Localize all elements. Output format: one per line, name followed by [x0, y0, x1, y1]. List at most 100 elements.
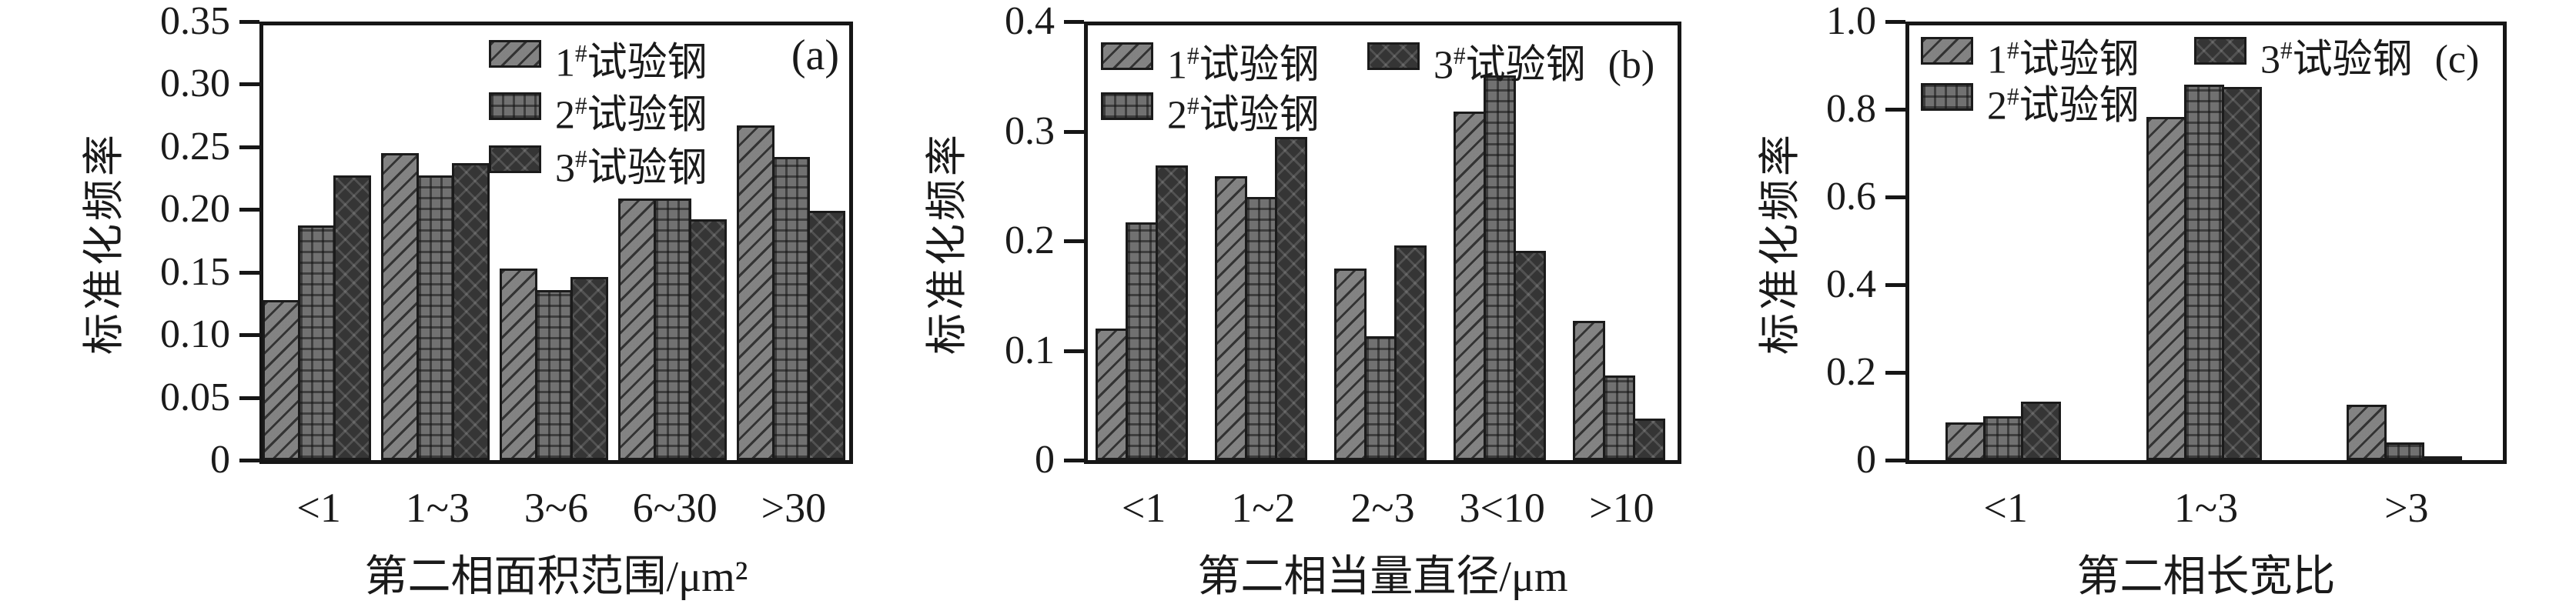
x-tick-label: >10: [1589, 485, 1654, 531]
y-tick: [1885, 371, 1905, 375]
panel-letter: (c): [2424, 38, 2480, 82]
x-tick-label: 1~2: [1231, 485, 1296, 531]
bar-c-1~3-series2: [2183, 85, 2224, 460]
bar-a-3~6-series1: [500, 268, 537, 460]
bar-a-6~30-series3: [689, 219, 728, 460]
bar-a-<1-series3: [333, 175, 371, 460]
y-tick-label: 0.1: [1005, 328, 1055, 372]
x-tick-label: <1: [1983, 485, 2028, 531]
x-tick-label: 6~30: [632, 485, 718, 531]
y-tick-label: 0.35: [160, 0, 230, 43]
bar-c-1~3-series1: [2146, 117, 2186, 460]
x-tick-label: >3: [2384, 485, 2429, 531]
legend-swatch-series3: [1367, 42, 1420, 70]
plot-area-frame: [1905, 22, 2507, 464]
bar-b-3<10-series3: [1514, 250, 1547, 460]
legend-label-series1: 1#试验钢: [1167, 42, 1320, 88]
y-tick-label: 0: [210, 438, 230, 482]
legend-swatch-series3: [2194, 37, 2246, 65]
y-axis-title: 标准化频率: [1757, 131, 1803, 355]
legend-label-series1: 1#试验钢: [555, 40, 708, 85]
y-tick: [1064, 20, 1084, 24]
y-tick: [239, 333, 259, 338]
y-tick-label: 0.4: [1826, 262, 1876, 306]
legend-label-series3: 3#试验钢 (c): [2260, 37, 2480, 82]
bar-b-1~2-series2: [1244, 197, 1277, 460]
y-tick: [1885, 195, 1905, 199]
panel-a: 标准化频率 0 0.05 0.10 0.15 0.20 0.25 0.30 0.35 <1 1~…: [0, 0, 858, 614]
y-tick-label: 0.10: [160, 312, 230, 357]
y-tick-label: 0.05: [160, 375, 230, 419]
bar-a-3~6-series3: [570, 277, 608, 460]
bar-c->3-series2: [2384, 442, 2424, 460]
bar-a-<1-series2: [297, 225, 336, 460]
panel-b: 标准化频率 0 0.1 0.2 0.3 0.4 <1 1~2 2~3 3<10 >10 1#试验…: [858, 0, 1725, 614]
bar-b-1~2-series1: [1214, 175, 1247, 460]
bar-c-<1-series1: [1945, 422, 1986, 460]
y-tick: [239, 459, 259, 462]
legend-swatch-series3: [489, 145, 541, 173]
y-tick-label: 0.2: [1826, 350, 1876, 394]
bar-b-1~2-series3: [1274, 136, 1307, 460]
y-tick-label: 0.8: [1826, 87, 1876, 131]
panel-c: 标准化频率 0 0.2 0.4 0.6 0.8 1.0 <1 1~3 >3 1#试验钢 2#试验…: [1725, 0, 2576, 614]
bar-b->10-series3: [1633, 418, 1666, 460]
bar-a-1~3-series3: [451, 163, 490, 460]
y-tick-label: 0.3: [1005, 108, 1055, 153]
panel-letter: (a): [791, 32, 839, 79]
x-tick-label: 1~3: [2173, 485, 2239, 531]
bar-b-2~3-series2: [1364, 335, 1397, 460]
bar-c-<1-series2: [1983, 416, 2024, 460]
panel-letter: (b): [1597, 43, 1655, 88]
bar-a->30-series3: [808, 210, 846, 460]
bar-c-<1-series3: [2021, 401, 2062, 460]
x-axis-title: 第二相当量直径/μm: [1197, 553, 1568, 601]
bar-a->30-series1: [737, 125, 775, 460]
legend-label-series2: 2#试验钢: [1167, 92, 1320, 138]
bar-b-2~3-series1: [1334, 268, 1367, 460]
legend-swatch-series2: [489, 92, 541, 120]
bar-b-3<10-series1: [1454, 111, 1487, 460]
bar-a->30-series2: [772, 156, 811, 460]
legend-label-series2: 2#试验钢: [555, 92, 708, 138]
y-tick-label: 0.2: [1005, 219, 1055, 262]
y-tick: [239, 270, 259, 275]
x-axis-title: 第二相面积范围/μm²: [364, 553, 748, 601]
y-tick-label: 0.30: [160, 62, 230, 106]
bar-b-<1-series1: [1095, 329, 1128, 460]
y-tick: [1064, 459, 1084, 462]
legend-swatch-series2: [1101, 92, 1153, 120]
y-tick-label: 1.0: [1826, 0, 1876, 43]
y-tick: [239, 145, 259, 149]
y-tick-label: 0: [1856, 438, 1876, 482]
bar-a-6~30-series1: [618, 198, 657, 460]
y-tick: [239, 82, 259, 87]
legend-label-series3: 3#试验钢: [555, 145, 708, 191]
y-tick: [239, 395, 259, 400]
y-tick-label: 0.15: [160, 249, 230, 294]
legend-label-series2: 2#试验钢: [1987, 83, 2139, 128]
plot-area-frame: [259, 22, 853, 464]
y-tick: [239, 20, 259, 24]
y-tick-label: 0: [1035, 438, 1055, 482]
bar-c-1~3-series3: [2221, 86, 2262, 460]
y-tick: [1885, 283, 1905, 287]
y-tick: [1885, 20, 1905, 24]
y-tick: [1064, 129, 1084, 134]
x-tick-label: 3<10: [1459, 485, 1545, 531]
y-tick: [239, 208, 259, 212]
y-tick: [1064, 349, 1084, 353]
bar-b-<1-series2: [1125, 222, 1158, 460]
bar-b->10-series2: [1603, 375, 1636, 460]
bar-a-1~3-series1: [380, 153, 419, 460]
y-tick-label: 0.25: [160, 124, 230, 169]
bar-c->3-series3: [2421, 455, 2462, 461]
legend-swatch-series1: [489, 40, 541, 68]
bar-a-1~3-series2: [416, 175, 454, 460]
bar-a-3~6-series2: [535, 289, 573, 460]
x-tick-label: <1: [1121, 485, 1166, 531]
y-tick-label: 0.4: [1005, 0, 1055, 43]
y-tick-label: 0.20: [160, 187, 230, 232]
bar-b-2~3-series3: [1394, 245, 1427, 460]
